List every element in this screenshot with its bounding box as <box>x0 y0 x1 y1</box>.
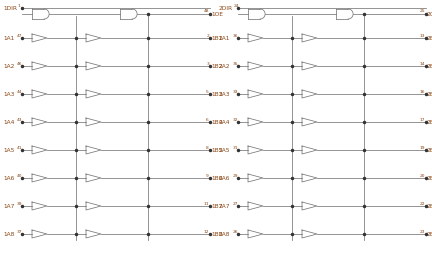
Text: 2B5: 2B5 <box>427 148 432 154</box>
Text: 2B4: 2B4 <box>427 121 432 126</box>
Text: 1A5: 1A5 <box>3 148 14 154</box>
Text: 48: 48 <box>203 9 209 13</box>
Text: 22: 22 <box>419 202 425 206</box>
Text: 16: 16 <box>419 90 425 94</box>
Text: 1A2: 1A2 <box>3 65 14 69</box>
Text: 20: 20 <box>419 174 425 178</box>
Text: 2: 2 <box>206 34 209 38</box>
Text: 17: 17 <box>419 118 425 122</box>
Text: 46: 46 <box>17 62 22 66</box>
Text: 2B3: 2B3 <box>427 93 432 97</box>
Text: 3: 3 <box>206 62 209 66</box>
Text: 1DIR: 1DIR <box>3 6 17 12</box>
Text: 1A8: 1A8 <box>3 232 14 238</box>
Text: 14: 14 <box>419 62 425 66</box>
Text: 2B8: 2B8 <box>427 232 432 238</box>
Text: 2A7: 2A7 <box>219 204 231 210</box>
Text: 44: 44 <box>17 90 22 94</box>
Text: 36: 36 <box>233 34 238 38</box>
Text: 40: 40 <box>17 174 22 178</box>
Text: 27: 27 <box>233 202 238 206</box>
Text: 2B2: 2B2 <box>427 65 432 69</box>
Text: 1B4: 1B4 <box>211 121 222 126</box>
Text: 1OE: 1OE <box>211 12 223 17</box>
Text: 2A1: 2A1 <box>219 37 230 41</box>
Text: 1A1: 1A1 <box>3 37 14 41</box>
Text: 24: 24 <box>234 4 239 8</box>
Text: 1B3: 1B3 <box>211 93 222 97</box>
Text: 6: 6 <box>206 118 209 122</box>
Text: 33: 33 <box>233 90 238 94</box>
Text: 37: 37 <box>17 230 22 234</box>
Text: 1B2: 1B2 <box>211 65 222 69</box>
Text: 2A5: 2A5 <box>219 148 231 154</box>
Text: 39: 39 <box>17 202 22 206</box>
Text: 25: 25 <box>419 9 425 13</box>
Text: 1B6: 1B6 <box>211 176 222 182</box>
Text: 43: 43 <box>17 118 22 122</box>
Text: 1A3: 1A3 <box>3 93 14 97</box>
Text: 2A6: 2A6 <box>219 176 230 182</box>
Text: 2A3: 2A3 <box>219 93 231 97</box>
Text: 35: 35 <box>233 62 238 66</box>
Text: 29: 29 <box>233 174 238 178</box>
Text: 1B8: 1B8 <box>211 232 222 238</box>
Text: 1B1: 1B1 <box>211 37 222 41</box>
Text: 1: 1 <box>18 4 21 8</box>
Text: 11: 11 <box>203 202 209 206</box>
Text: 12: 12 <box>203 230 209 234</box>
Text: 1A6: 1A6 <box>3 176 14 182</box>
Text: 26: 26 <box>233 230 238 234</box>
Text: 2B1: 2B1 <box>427 37 432 41</box>
Text: 1A7: 1A7 <box>3 204 14 210</box>
Text: 19: 19 <box>419 146 425 150</box>
Text: 2OE: 2OE <box>427 12 432 17</box>
Text: 2A2: 2A2 <box>219 65 231 69</box>
Text: 1B5: 1B5 <box>211 148 222 154</box>
Text: 1A4: 1A4 <box>3 121 14 126</box>
Text: 31: 31 <box>233 146 238 150</box>
Text: 23: 23 <box>419 230 425 234</box>
Text: 2B7: 2B7 <box>427 204 432 210</box>
Text: 8: 8 <box>206 146 209 150</box>
Text: 47: 47 <box>17 34 22 38</box>
Text: 32: 32 <box>233 118 238 122</box>
Text: 41: 41 <box>17 146 22 150</box>
Text: 2A8: 2A8 <box>219 232 231 238</box>
Text: 2B6: 2B6 <box>427 176 432 182</box>
Text: 2A4: 2A4 <box>219 121 231 126</box>
Text: 2DIR: 2DIR <box>219 6 233 12</box>
Text: 9: 9 <box>206 174 209 178</box>
Text: 5: 5 <box>206 90 209 94</box>
Text: 13: 13 <box>419 34 425 38</box>
Text: 1B7: 1B7 <box>211 204 222 210</box>
